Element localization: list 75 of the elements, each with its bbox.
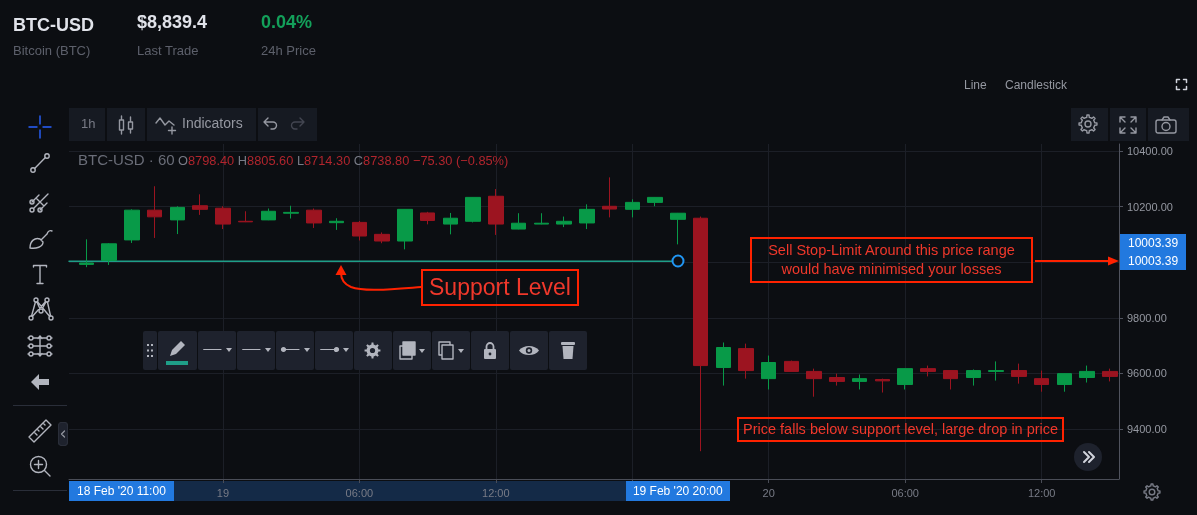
candlestick <box>374 231 390 244</box>
text: 0.04% <box>261 12 313 33</box>
text: $8,839.4 <box>137 12 208 33</box>
x-tick-label: 06:00 <box>891 486 919 499</box>
callout-box: Price falls below support level, large drop in price <box>737 417 1065 442</box>
y-tick-label: 9400.00 <box>1127 422 1167 435</box>
y-tick-label: 10200.00 <box>1127 200 1173 213</box>
candlestick <box>988 360 1004 382</box>
candlestick <box>943 369 958 390</box>
candlestick <box>215 205 231 230</box>
candlestick <box>829 373 845 387</box>
callout-box: Support Level <box>421 269 579 307</box>
y-tick-label: 10400.00 <box>1127 144 1173 157</box>
candlestick <box>625 198 640 218</box>
candlestick <box>192 193 208 216</box>
x-tick-label: 19 <box>216 486 230 499</box>
candlestick <box>806 368 822 398</box>
candlestick <box>261 208 276 221</box>
candlestick <box>920 365 936 377</box>
text: O8798.40 H8805.60 L8714.30 C8738.80 −75.30 (−0.85%) <box>178 153 509 168</box>
text: 10003.39 <box>1120 234 1186 253</box>
candlestick <box>124 208 140 244</box>
candlestick <box>761 355 776 390</box>
candlestick <box>579 203 595 230</box>
candlestick <box>647 196 663 207</box>
candlestick <box>897 367 913 390</box>
text: 24h Price <box>261 43 316 58</box>
text: Last Trade <box>137 43 199 58</box>
y-tick-label: 9600.00 <box>1127 367 1167 380</box>
candlestick <box>693 216 708 452</box>
text: Line <box>964 78 987 92</box>
candlestick <box>1079 365 1095 384</box>
candlestick <box>966 368 981 387</box>
text: 19 Feb '20 20:00 <box>625 481 730 501</box>
candlestick <box>147 185 162 239</box>
candlestick <box>170 205 185 235</box>
candlestick <box>1057 372 1072 393</box>
text: Indicators <box>182 115 243 131</box>
candlestick <box>852 373 867 390</box>
chart-subtitle: Bitcoin (BTC) <box>13 43 91 58</box>
candlestick <box>602 176 617 218</box>
x-tick-label: 20 <box>762 486 775 499</box>
candlestick <box>397 208 413 250</box>
text: 18 Feb '20 11:00 <box>69 481 174 501</box>
chart-title: BTC-USD <box>13 15 94 35</box>
annotation: BTC-USD · 60 <box>78 151 175 168</box>
candlestick <box>1034 370 1049 393</box>
candlestick <box>716 342 731 387</box>
candlestick <box>556 216 572 228</box>
candlestick <box>465 196 481 223</box>
candlestick <box>443 212 458 235</box>
candlestick <box>306 208 322 229</box>
text: 1h <box>81 116 96 131</box>
callout-box: Sell Stop-Limit Around this price range would have minimised your losses <box>750 237 1033 284</box>
x-tick-label: 06:00 <box>345 486 374 499</box>
candlestick <box>79 238 94 268</box>
candlestick <box>784 360 799 373</box>
y-tick-label: 9800.00 <box>1127 311 1167 324</box>
candlestick <box>875 378 890 394</box>
text: 10003.39 <box>1120 252 1186 271</box>
candlestick <box>670 212 686 245</box>
candlestick <box>511 212 526 230</box>
candlestick <box>1011 363 1027 385</box>
candlestick <box>283 205 299 220</box>
candlestick <box>101 242 117 266</box>
candlestick <box>738 343 754 380</box>
candlestick <box>420 211 435 225</box>
candlestick <box>238 210 253 223</box>
x-tick-label: 12:00 <box>482 486 510 499</box>
candlestick <box>534 212 549 225</box>
candlestick <box>329 217 344 231</box>
x-tick-label: 12:00 <box>1027 486 1056 499</box>
candlestick <box>352 220 367 241</box>
candlestick <box>488 188 504 236</box>
text: Candlestick <box>1005 78 1068 92</box>
